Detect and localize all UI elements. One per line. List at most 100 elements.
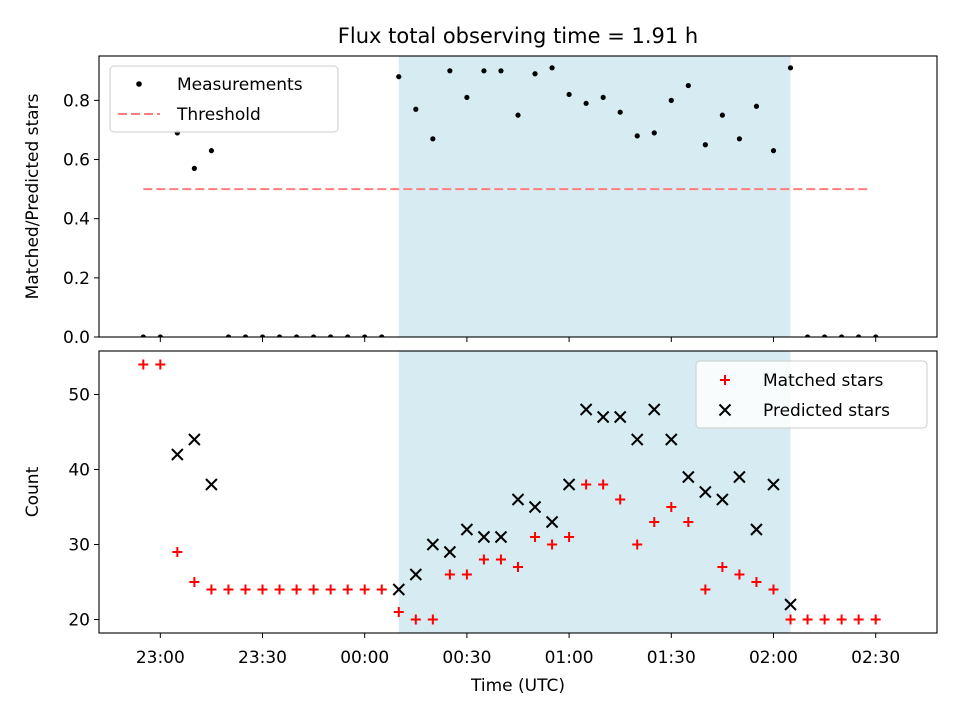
predicted-stars-point xyxy=(392,583,405,596)
legend-label: Matched stars xyxy=(763,371,883,391)
predicted-stars-point xyxy=(205,478,218,491)
predicted-stars-point xyxy=(545,515,559,529)
measurement-point xyxy=(225,334,232,337)
predicted-stars-point xyxy=(699,485,712,499)
matched-stars-point xyxy=(700,584,711,595)
x-tick-label: 00:00 xyxy=(340,648,389,668)
matched-stars-point xyxy=(461,569,472,580)
matched-stars-point xyxy=(172,547,183,557)
measurement-point xyxy=(396,74,402,80)
predicted-stars-point xyxy=(188,433,201,446)
x-tick-label: 01:30 xyxy=(647,648,696,668)
x-tick-label: 01:00 xyxy=(545,648,594,668)
matched-stars-point xyxy=(564,532,575,542)
legend-box xyxy=(695,360,928,429)
chart-title: Flux total observing time = 1.91 h xyxy=(338,24,698,48)
measurement-point xyxy=(821,334,828,337)
matched-stars-point xyxy=(581,479,592,490)
measurement-point xyxy=(804,334,811,337)
predicted-stars-point xyxy=(631,433,644,446)
legend: Measurements Threshold xyxy=(109,65,339,133)
predicted-stars-point xyxy=(613,410,627,424)
matched-stars-point xyxy=(615,494,626,505)
measurement-point xyxy=(736,136,743,142)
measurement-point xyxy=(515,112,521,118)
predicted-stars-point xyxy=(511,493,525,506)
matched-stars-point xyxy=(513,562,523,572)
matched-stars-point xyxy=(751,577,762,587)
matched-stars-point xyxy=(376,584,387,595)
matched-stars-point xyxy=(274,584,285,595)
measurement-point xyxy=(208,148,215,154)
measurement-point xyxy=(549,65,555,71)
measurement-point xyxy=(293,334,300,337)
matched-stars-point xyxy=(853,614,864,625)
measurement-point xyxy=(668,97,674,103)
plot-area xyxy=(140,56,879,337)
matched-stars-point xyxy=(155,359,166,370)
matched-stars-point xyxy=(257,584,268,595)
predicted-stars-point xyxy=(596,410,610,424)
measurement-point xyxy=(157,334,163,337)
matched-stars-point xyxy=(444,569,455,580)
panel-count: 20 30 40 50 23:00 23:30 00:00 00:30 01:00 01:30 02… xyxy=(23,350,938,696)
matched-stars-point xyxy=(632,539,643,550)
y-axis-label: Matched/Predicted stars xyxy=(23,93,43,299)
predicted-stars-point xyxy=(784,598,797,611)
measurement-point xyxy=(532,71,538,77)
x-tick-label: 00:30 xyxy=(442,648,491,668)
measurement-point xyxy=(328,334,334,337)
measurement-point xyxy=(600,94,606,101)
predicted-stars-point xyxy=(426,538,440,551)
matched-stars-point xyxy=(598,479,609,490)
predicted-stars-point xyxy=(171,448,184,461)
legend-label: Threshold xyxy=(176,105,261,125)
predicted-stars-point xyxy=(733,470,746,484)
y-tick-label: 40 xyxy=(68,461,90,481)
y-axis-label: Count xyxy=(23,466,43,517)
matched-stars-point xyxy=(683,517,694,527)
measurement-point xyxy=(634,133,640,139)
matched-stars-point xyxy=(223,584,234,595)
measurement-point xyxy=(345,334,351,337)
predicted-stars-point xyxy=(767,478,780,491)
matched-stars-point xyxy=(206,584,217,595)
measurement-point xyxy=(856,334,862,337)
measurement-point xyxy=(719,112,725,118)
predicted-stars-point xyxy=(460,523,474,536)
x-tick-label: 02:30 xyxy=(851,648,900,668)
matched-stars-point xyxy=(649,517,660,527)
x-axis-label: Time (UTC) xyxy=(470,676,565,696)
y-tick-label: 0.4 xyxy=(63,210,90,230)
axes-frame xyxy=(98,350,938,634)
legend-x-marker xyxy=(718,403,732,417)
measurement-point xyxy=(873,334,879,337)
measurement-point xyxy=(242,334,249,337)
measurement-point xyxy=(447,68,453,74)
matched-stars-point xyxy=(802,614,813,625)
y-tick-label: 0.2 xyxy=(63,269,90,289)
legend: Matched stars Predicted stars xyxy=(695,360,928,429)
predicted-stars-point xyxy=(528,500,542,514)
matched-stars-point xyxy=(666,502,677,512)
measurement-point xyxy=(191,165,197,171)
matched-stars-point xyxy=(870,614,881,625)
y-tick-label: 0.8 xyxy=(63,91,90,111)
measurement-point xyxy=(140,334,146,337)
predicted-stars-point xyxy=(443,545,457,559)
predicted-stars-point xyxy=(750,523,763,536)
legend-label: Predicted stars xyxy=(763,401,890,421)
matched-stars-point xyxy=(189,577,200,587)
matched-stars-point xyxy=(427,614,438,625)
measurement-point xyxy=(583,100,589,106)
predicted-stars-point xyxy=(682,470,695,484)
measurement-point xyxy=(685,82,691,89)
matched-stars-point xyxy=(819,614,830,625)
y-tick-label: 50 xyxy=(68,386,90,406)
x-tick-label: 02:00 xyxy=(749,648,798,668)
legend-dot-marker xyxy=(136,81,142,87)
predicted-stars-point xyxy=(579,403,593,416)
matched-stars-point xyxy=(785,614,796,625)
y-tick-label: 0.0 xyxy=(63,328,90,348)
